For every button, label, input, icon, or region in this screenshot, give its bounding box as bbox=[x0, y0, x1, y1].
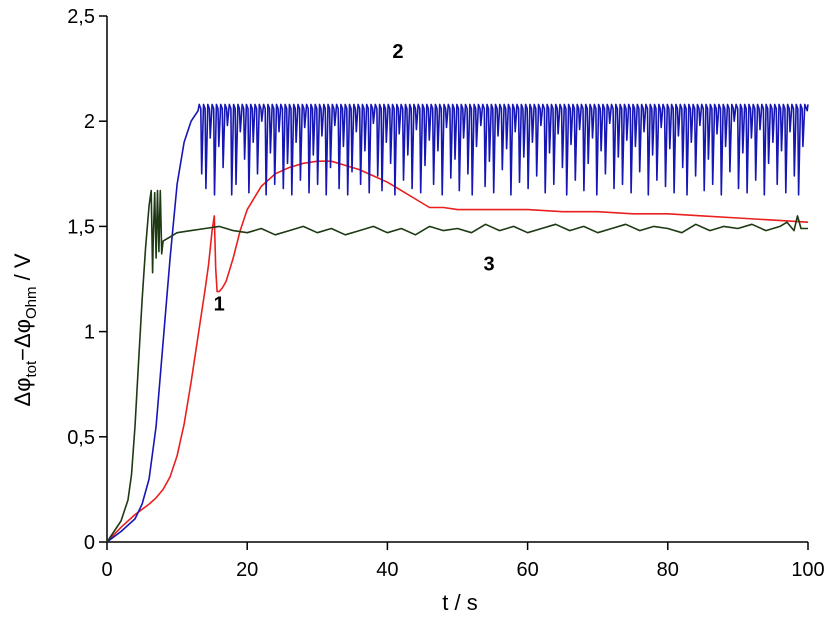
series-line-2 bbox=[106, 103, 809, 543]
y-axis-label: Δφtot−ΔφOhm / V bbox=[10, 253, 40, 406]
series-label-3: 3 bbox=[483, 254, 494, 276]
x-tick-label: 60 bbox=[516, 559, 538, 581]
y-tick-label: 2 bbox=[84, 111, 95, 133]
x-tick-label: 0 bbox=[101, 559, 112, 581]
series-line-3 bbox=[106, 189, 808, 543]
x-tick-label: 20 bbox=[236, 559, 258, 581]
y-tick-label: 0 bbox=[84, 532, 95, 554]
x-tick-label: 40 bbox=[376, 559, 398, 581]
y-tick-label: 2,5 bbox=[67, 6, 95, 28]
series-line-1 bbox=[106, 160, 809, 543]
series-labels: 1 2 3 bbox=[214, 41, 495, 315]
y-axis-label-unit: / V bbox=[10, 253, 35, 286]
y-axis-label-minus: −Δφ bbox=[10, 319, 35, 361]
series-group bbox=[106, 103, 809, 543]
ticks: 0 20 40 60 80 100 0 0,5 1 1,5 2 2,5 bbox=[67, 6, 825, 581]
x-tick-label: 100 bbox=[791, 559, 824, 581]
series-label-2: 2 bbox=[392, 41, 403, 63]
x-tick-label: 80 bbox=[657, 559, 679, 581]
y-tick-label: 1,5 bbox=[67, 216, 95, 238]
series-label-1: 1 bbox=[214, 294, 225, 316]
y-axis-label-sub1: tot bbox=[23, 360, 40, 378]
x-axis-label: t / s bbox=[442, 590, 477, 615]
y-tick-label: 0,5 bbox=[67, 427, 95, 449]
y-axis-label-delta1: Δφ bbox=[10, 378, 35, 407]
y-axis-label-sub2: Ohm bbox=[23, 287, 40, 320]
y-tick-label: 1 bbox=[84, 322, 95, 344]
axes bbox=[106, 16, 808, 543]
